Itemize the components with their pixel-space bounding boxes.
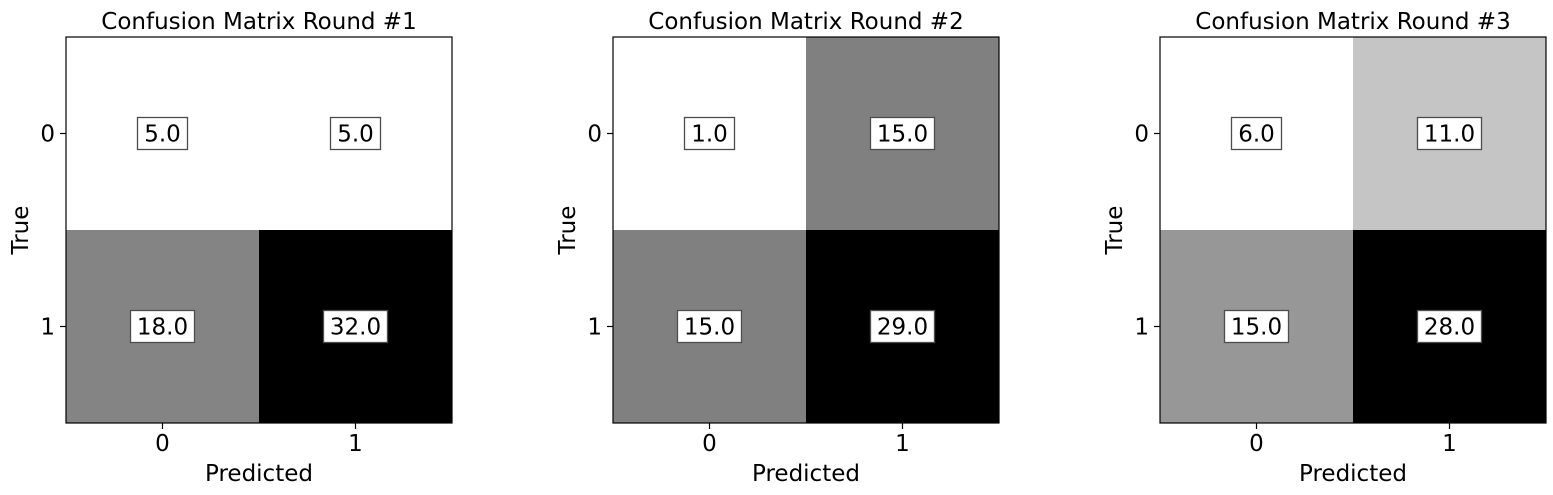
y-tick-label: 1: [587, 315, 602, 341]
value-label: 29.0: [877, 315, 928, 341]
y-tick-label: 1: [40, 315, 55, 341]
value-label: 1.0: [691, 122, 728, 148]
value-label-box: [1223, 309, 1290, 344]
y-axis-label: True: [555, 206, 581, 256]
value-label: 5.0: [337, 122, 374, 148]
chart-title: Confusion Matrix Round #3: [1195, 9, 1510, 35]
confusion-matrix-panel-1: Confusion Matrix Round #1 Predicted True…: [8, 9, 453, 487]
plot-frame: [1159, 36, 1547, 424]
value-label-box: [322, 309, 389, 344]
value-label-box: [329, 116, 382, 151]
plot-frame: [612, 36, 1000, 424]
x-axis-label: Predicted: [205, 461, 313, 487]
value-label: 6.0: [1238, 122, 1275, 148]
value-label-box: [1416, 309, 1483, 344]
y-axis-label: True: [1102, 206, 1128, 256]
y-tick-label: 0: [587, 122, 602, 148]
value-label-box: [676, 309, 743, 344]
confusion-matrix-panel-2: Confusion Matrix Round #2 Predicted True…: [555, 9, 1000, 487]
value-label: 28.0: [1424, 315, 1475, 341]
value-label-box: [869, 116, 936, 151]
y-axis-label: True: [8, 206, 34, 256]
value-label-box: [1416, 116, 1483, 151]
value-label: 11.0: [1424, 122, 1475, 148]
value-label-box: [136, 116, 189, 151]
chart-title: Confusion Matrix Round #1: [101, 9, 416, 35]
x-tick-label: 0: [155, 431, 170, 457]
x-tick-label: 1: [348, 431, 363, 457]
confusion-matrix-panel-3: Confusion Matrix Round #3 Predicted True…: [1102, 9, 1547, 487]
value-label-box: [129, 309, 196, 344]
y-tick-label: 0: [40, 122, 55, 148]
value-label: 15.0: [877, 122, 928, 148]
value-label: 18.0: [137, 315, 188, 341]
plot-frame: [65, 36, 453, 424]
y-tick-label: 1: [1134, 315, 1149, 341]
x-axis-label: Predicted: [752, 461, 860, 487]
x-tick-label: 0: [702, 431, 717, 457]
x-tick-label: 1: [1442, 431, 1457, 457]
x-tick-label: 0: [1249, 431, 1264, 457]
value-label-box: [683, 116, 736, 151]
y-tick-label: 0: [1134, 122, 1149, 148]
value-label: 32.0: [330, 315, 381, 341]
value-label-box: [869, 309, 936, 344]
value-label: 15.0: [1231, 315, 1282, 341]
value-label-box: [1230, 116, 1283, 151]
value-label: 15.0: [684, 315, 735, 341]
value-label: 5.0: [144, 122, 181, 148]
x-axis-label: Predicted: [1299, 461, 1407, 487]
x-tick-label: 1: [895, 431, 910, 457]
chart-title: Confusion Matrix Round #2: [648, 9, 963, 35]
